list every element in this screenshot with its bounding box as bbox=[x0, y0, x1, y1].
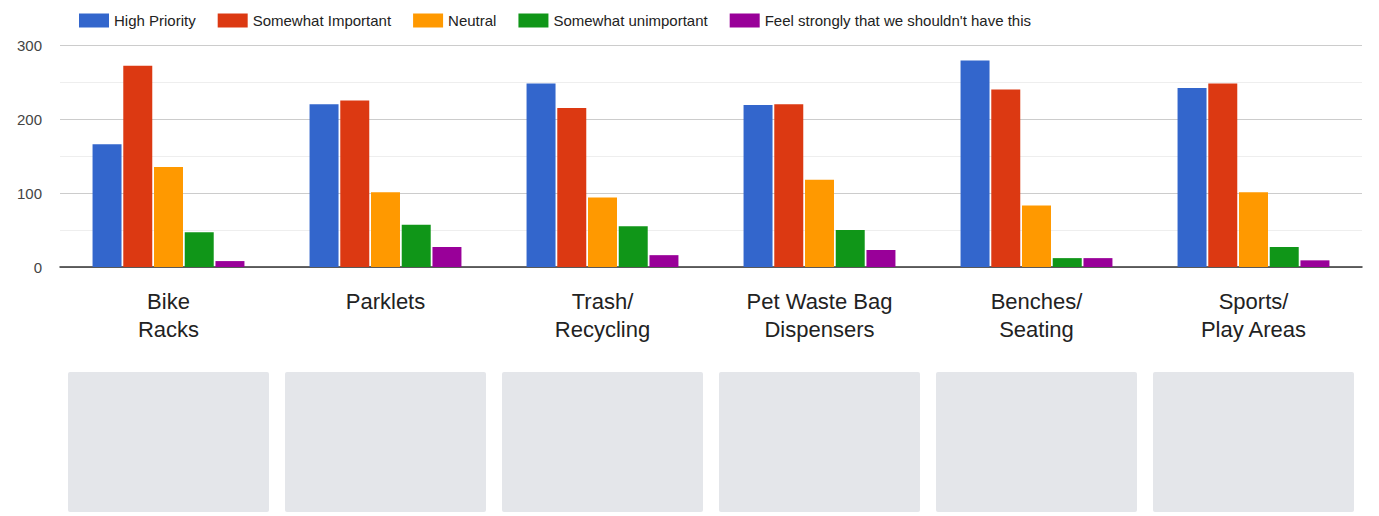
svg-text:Seating: Seating bbox=[999, 317, 1074, 342]
svg-text:Recycling: Recycling bbox=[555, 317, 650, 342]
svg-text:100: 100 bbox=[17, 185, 42, 202]
svg-text:Dispensers: Dispensers bbox=[764, 317, 874, 342]
svg-text:Play Areas: Play Areas bbox=[1201, 317, 1306, 342]
svg-text:Pet Waste Bag: Pet Waste Bag bbox=[747, 289, 893, 314]
svg-text:Racks: Racks bbox=[138, 317, 199, 342]
svg-text:Somewhat unimportant: Somewhat unimportant bbox=[553, 12, 708, 29]
svg-text:Parklets: Parklets bbox=[346, 289, 425, 314]
svg-text:Trash/: Trash/ bbox=[572, 289, 634, 314]
svg-text:0: 0 bbox=[34, 259, 42, 276]
svg-text:300: 300 bbox=[17, 37, 42, 54]
svg-text:Feel strongly that we shouldn': Feel strongly that we shouldn't have thi… bbox=[765, 12, 1031, 29]
svg-text:200: 200 bbox=[17, 111, 42, 128]
svg-text:Bike: Bike bbox=[147, 289, 190, 314]
svg-text:Neutral: Neutral bbox=[448, 12, 496, 29]
svg-text:Sports/: Sports/ bbox=[1219, 289, 1290, 314]
svg-text:High Priority: High Priority bbox=[114, 12, 196, 29]
svg-text:Somewhat Important: Somewhat Important bbox=[253, 12, 392, 29]
svg-text:Benches/: Benches/ bbox=[991, 289, 1084, 314]
